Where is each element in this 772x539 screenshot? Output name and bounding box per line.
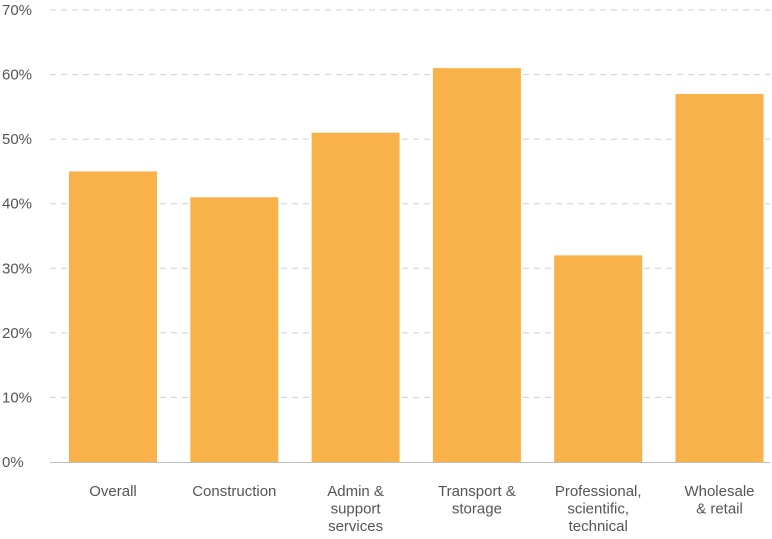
bar — [675, 93, 764, 462]
y-tick-label: 70% — [2, 2, 32, 19]
x-category-label: Transport & storage — [438, 483, 516, 518]
x-category-label-line: Wholesale — [684, 483, 754, 500]
x-category-label-line: technical — [569, 518, 628, 535]
y-tick-label: 40% — [2, 196, 32, 213]
x-category-label-line: Overall — [89, 483, 137, 500]
x-axis-category-labels: Overall Construction Admin & support service… — [89, 483, 754, 535]
x-category-label: Construction — [192, 483, 276, 500]
x-category-label-line: Transport & — [438, 483, 516, 500]
x-category-label-line: & retail — [696, 501, 743, 518]
y-tick-label: 10% — [2, 389, 32, 406]
grid-lines — [50, 9, 770, 398]
bar — [554, 255, 643, 462]
x-category-label: Overall — [89, 483, 137, 500]
x-category-label-line: storage — [452, 501, 502, 518]
y-tick-label: 50% — [2, 131, 32, 148]
bar — [69, 171, 157, 462]
x-category-label: Admin & support services — [327, 483, 384, 535]
y-tick-label: 60% — [2, 67, 32, 84]
x-category-label-line: support — [331, 501, 382, 518]
x-category-label-line: scientific, — [567, 501, 629, 518]
bar — [311, 132, 400, 462]
x-category-label-line: services — [328, 518, 383, 535]
x-category-label: Wholesale & retail — [684, 483, 754, 518]
y-axis-tick-labels: 0% 10% 20% 30% 40% 50% 60% 70% — [2, 2, 32, 471]
x-category-label: Professional, scientific, technical — [555, 483, 642, 535]
bars — [69, 68, 764, 462]
x-category-label-line: Professional, — [555, 483, 642, 500]
bar — [190, 197, 279, 462]
y-tick-label: 20% — [2, 325, 32, 342]
bar — [432, 68, 521, 462]
x-category-label-line: Construction — [192, 483, 276, 500]
y-tick-label: 0% — [2, 454, 24, 471]
y-tick-label: 30% — [2, 260, 32, 277]
x-category-label-line: Admin & — [327, 483, 384, 500]
